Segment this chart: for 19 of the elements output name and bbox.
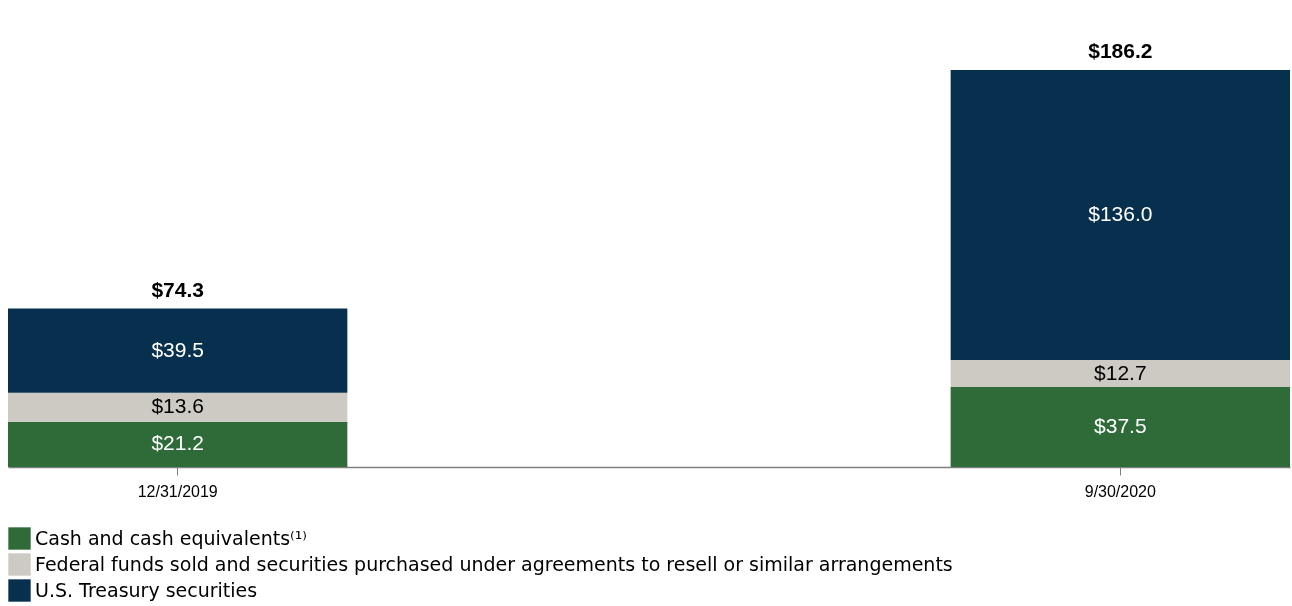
data-label: $136.0 [1088,201,1153,225]
data-label: $13.6 [151,394,204,418]
data-label: $12.7 [1094,360,1147,384]
bar [950,70,1290,360]
bar [950,359,1290,388]
x-tick-label: 12/31/2019 [137,482,218,500]
data-label: $21.2 [151,431,204,455]
bar [950,387,1290,467]
bar [8,421,348,467]
legend-label: Federal funds sold and securities purchased under agreements to resell or similar arrangements [35,552,953,575]
total-label: $186.2 [1088,39,1153,62]
data-label: $37.5 [1094,414,1147,438]
x-tick-label: 9/30/2020 [1084,482,1157,500]
bar [8,308,348,393]
data-label: $39.5 [151,337,204,361]
total-label: $74.3 [151,277,204,301]
legend-label: Cash and cash equivalents⁽¹⁾ [35,526,308,549]
legend-label: U.S. Treasury securities [35,578,258,601]
bar [8,392,348,422]
